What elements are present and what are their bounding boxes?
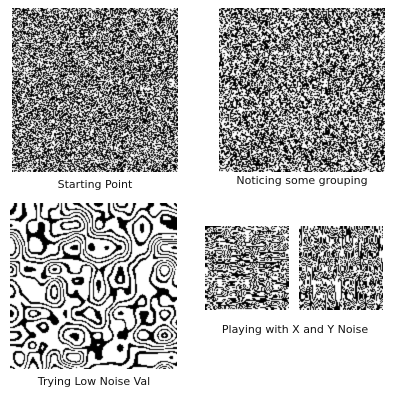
low-noise-caption: Trying Low Noise Val [37,375,151,388]
y-stretched-noise-image [299,226,383,310]
xy-noise-caption: Playing with X and Y Noise [221,323,369,336]
grouping-caption: Noticing some grouping [236,174,368,187]
x-stretched-noise-image [205,226,289,310]
starting-point-caption: Starting Point [57,178,133,191]
low-noise-blob-image [10,203,177,369]
starting-point-noise-image [12,8,178,172]
grouping-noise-image [219,8,385,172]
